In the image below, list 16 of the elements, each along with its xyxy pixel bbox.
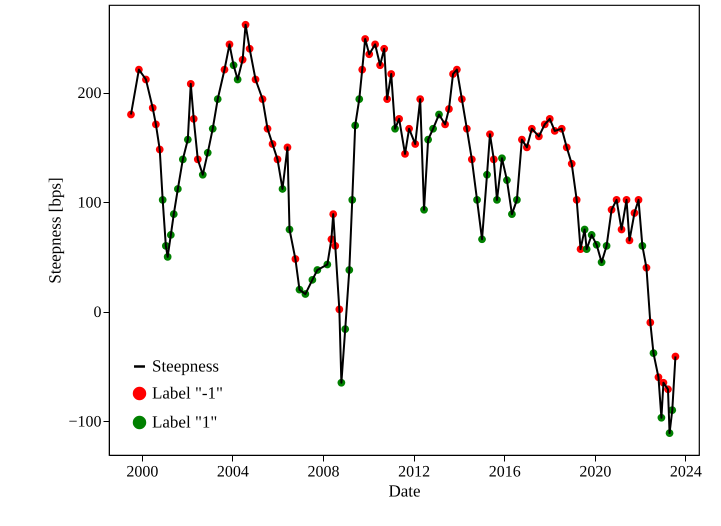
x-tick-label: 2012 bbox=[398, 464, 430, 480]
y-tick-label: 0 bbox=[94, 304, 102, 322]
x-tick-label: 2004 bbox=[216, 464, 249, 480]
y-tick-label: −100 bbox=[68, 414, 102, 431]
x-tick-label: 2016 bbox=[488, 464, 521, 480]
legend-label: Label "1" bbox=[152, 412, 218, 432]
x-tick-label: 2008 bbox=[308, 464, 340, 480]
y-tick-label: 100 bbox=[78, 194, 102, 212]
x-tick-label: 2000 bbox=[126, 464, 158, 480]
x-tick-label: 2024 bbox=[670, 464, 702, 480]
y-tick-label: 200 bbox=[78, 85, 102, 102]
y-axis-title: Steepness [bps] bbox=[45, 177, 64, 284]
legend-label: Label "-1" bbox=[152, 384, 223, 402]
x-axis-title: Date bbox=[388, 482, 421, 500]
legend-label: Steepness bbox=[152, 356, 220, 376]
x-tick-label: 2020 bbox=[579, 464, 612, 480]
